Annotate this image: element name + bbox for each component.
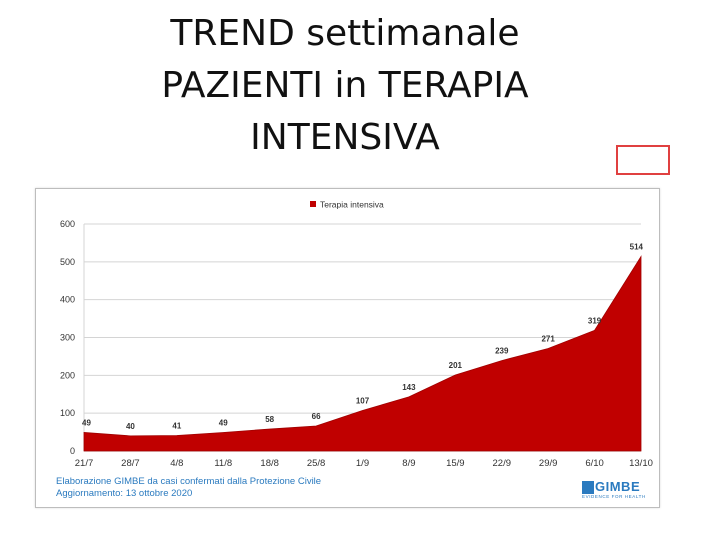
data-label: 49 bbox=[82, 418, 91, 427]
title-line-3: INTENSIVA bbox=[250, 117, 440, 158]
gimbe-logo: GIMBE EVIDENCE FOR HEALTH bbox=[582, 479, 645, 500]
y-tick-label: 500 bbox=[60, 257, 75, 267]
footer-source: Elaborazione GIMBE da casi confermati da… bbox=[56, 476, 322, 487]
y-tick-label: 200 bbox=[60, 370, 75, 380]
x-tick-label: 28/7 bbox=[121, 458, 139, 469]
x-tick-label: 18/8 bbox=[260, 458, 279, 469]
data-label: 40 bbox=[126, 422, 135, 431]
data-label: 41 bbox=[172, 421, 181, 430]
area-chart: 0 100 200 300 400 500 600 21/7 28/7 4/8 11/8 18/8 25… bbox=[60, 200, 653, 470]
data-label: 271 bbox=[541, 334, 555, 343]
y-tick-label: 600 bbox=[60, 219, 75, 229]
x-tick-label: 6/10 bbox=[585, 458, 604, 469]
data-label: 514 bbox=[630, 243, 644, 252]
area-layer bbox=[83, 255, 642, 452]
annotation-box bbox=[616, 145, 670, 175]
data-label: 58 bbox=[265, 415, 274, 424]
x-tick-label: 29/9 bbox=[539, 458, 558, 469]
legend: Terapia intensiva bbox=[310, 200, 384, 210]
y-tick-label: 100 bbox=[60, 408, 75, 418]
x-tick-label: 4/8 bbox=[170, 458, 183, 469]
data-label: 107 bbox=[356, 397, 370, 406]
logo-word: GIMBE bbox=[595, 479, 641, 494]
y-tick-label: 400 bbox=[60, 295, 75, 305]
axis-layer: 0 100 200 300 400 500 600 21/7 28/7 4/8 11/8 18/8 25… bbox=[60, 219, 653, 469]
x-tick-label: 8/9 bbox=[402, 458, 415, 469]
data-label: 201 bbox=[449, 361, 463, 370]
data-label: 49 bbox=[219, 418, 228, 427]
x-tick-label: 22/9 bbox=[493, 458, 512, 469]
data-label: 239 bbox=[495, 347, 509, 356]
x-tick-label: 11/8 bbox=[214, 458, 232, 469]
x-tick-label: 1/9 bbox=[356, 458, 369, 469]
legend-label: Terapia intensiva bbox=[320, 200, 384, 210]
legend-swatch bbox=[310, 201, 316, 207]
title-line-2: PAZIENTI in TERAPIA bbox=[161, 65, 529, 106]
chart-panel: 0 100 200 300 400 500 600 21/7 28/7 4/8 11/8 18/8 25… bbox=[35, 188, 660, 508]
data-label: 66 bbox=[312, 412, 321, 421]
grid-layer bbox=[83, 223, 641, 452]
title-line-1: TREND settimanale bbox=[170, 13, 520, 54]
label-layer: 49 40 41 49 58 66 107 143 201 239 271 319 514 bbox=[82, 243, 644, 431]
y-tick-label: 300 bbox=[60, 333, 75, 343]
x-tick-label: 25/8 bbox=[307, 458, 326, 469]
x-tick-label: 15/9 bbox=[446, 458, 465, 469]
gimbe-logo-icon bbox=[582, 481, 594, 494]
x-tick-label: 21/7 bbox=[75, 458, 94, 469]
slide-title: TREND settimanale PAZIENTI in TERAPIA IN… bbox=[130, 8, 560, 164]
logo-tagline: EVIDENCE FOR HEALTH bbox=[582, 494, 646, 499]
series-area-terapia-intensiva bbox=[83, 255, 642, 452]
footer-update: Aggiornamento: 13 ottobre 2020 bbox=[56, 488, 193, 499]
y-tick-label: 0 bbox=[70, 446, 75, 456]
data-label: 143 bbox=[402, 383, 416, 392]
x-tick-label: 13/10 bbox=[629, 458, 653, 469]
data-label: 319 bbox=[588, 316, 602, 325]
